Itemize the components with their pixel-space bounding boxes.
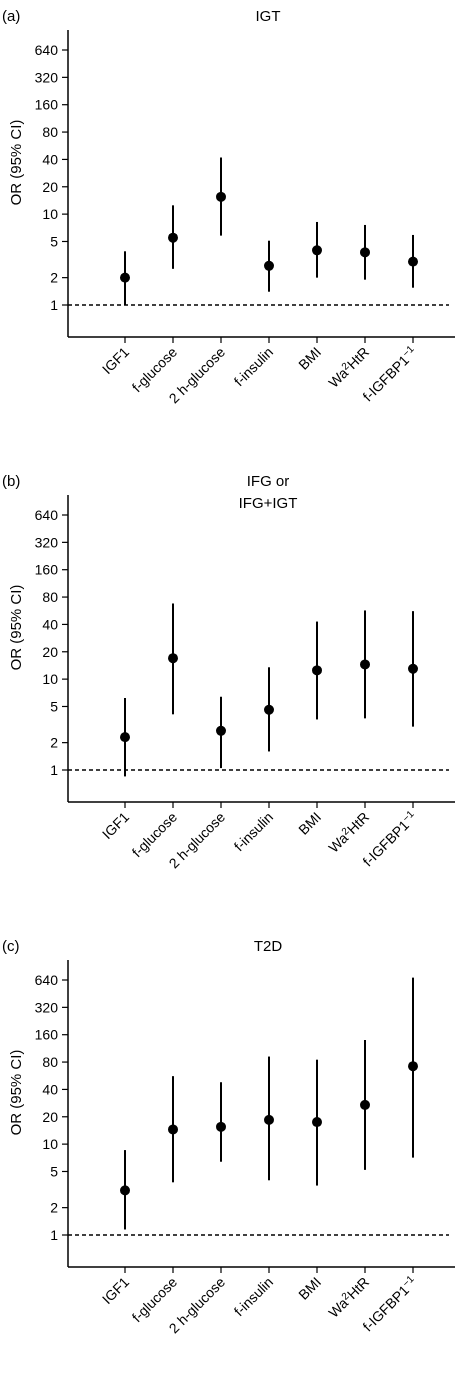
y-tick-label: 640 — [35, 42, 59, 58]
or-point — [216, 1121, 226, 1132]
y-axis-label: OR (95% CI) — [8, 585, 25, 671]
panel-label: (b) — [2, 473, 20, 490]
or-point — [312, 245, 322, 256]
y-tick-label: 20 — [42, 644, 58, 660]
y-tick-label: 640 — [35, 507, 59, 523]
y-tick-label: 1 — [50, 762, 58, 778]
or-point — [168, 232, 178, 243]
x-tick-label: Wa2HtR — [325, 808, 372, 855]
or-point — [120, 1185, 130, 1196]
chart-title: IFG or — [247, 473, 290, 490]
or-point — [360, 247, 370, 258]
y-tick-label: 5 — [50, 233, 58, 249]
y-tick-label: 160 — [35, 562, 59, 578]
or-point — [264, 260, 274, 271]
or-point — [264, 704, 274, 715]
or-point — [408, 663, 418, 674]
y-tick-label: 80 — [42, 124, 58, 140]
x-tick-label: f-insulin — [231, 809, 276, 854]
y-tick-label: 320 — [35, 534, 59, 550]
y-tick-label: 80 — [42, 1054, 58, 1070]
panel-label: (a) — [2, 8, 20, 25]
y-tick-label: 1 — [50, 1227, 58, 1243]
y-tick-label: 320 — [35, 999, 59, 1015]
or-point — [360, 659, 370, 670]
x-tick-label: BMI — [295, 344, 324, 373]
or-point — [312, 1117, 322, 1128]
y-tick-label: 2 — [50, 270, 58, 286]
x-tick-label: Wa2HtR — [325, 1273, 372, 1320]
x-tick-label: IGF1 — [99, 809, 132, 842]
y-tick-label: 640 — [35, 972, 59, 988]
chart-panel-1: (b) IFG or IFG+IGT 1 2 5 10 20 40 80 160 320 640 OR (… — [2, 473, 455, 871]
or-point — [216, 725, 226, 736]
or-point — [360, 1099, 370, 1110]
y-axis-label: OR (95% CI) — [8, 1050, 25, 1136]
x-tick-label: BMI — [295, 809, 324, 838]
chart-title: IGT — [256, 8, 281, 25]
y-tick-label: 5 — [50, 1163, 58, 1179]
y-tick-label: 160 — [35, 1027, 59, 1043]
y-tick-label: 20 — [42, 179, 58, 195]
or-point — [168, 1124, 178, 1135]
x-tick-label: IGF1 — [99, 344, 132, 377]
y-tick-label: 40 — [42, 151, 58, 167]
chart-title: T2D — [254, 938, 283, 955]
y-tick-label: 160 — [35, 97, 59, 113]
y-axis-label: OR (95% CI) — [8, 120, 25, 206]
y-tick-label: 2 — [50, 735, 58, 751]
x-tick-label: BMI — [295, 1274, 324, 1303]
chart-panel-0: (a) IGT 1 2 5 10 20 40 80 160 320 640 OR (95% CI) IGF… — [2, 8, 455, 406]
or-point — [120, 272, 130, 283]
or-point — [408, 256, 418, 267]
y-tick-label: 40 — [42, 616, 58, 632]
or-point — [264, 1114, 274, 1125]
x-tick-label: Wa2HtR — [325, 343, 372, 390]
y-tick-label: 20 — [42, 1109, 58, 1125]
y-tick-label: 10 — [42, 1136, 58, 1152]
y-tick-label: 10 — [42, 206, 58, 222]
or-point — [312, 665, 322, 676]
or-point — [408, 1061, 418, 1072]
y-tick-label: 80 — [42, 589, 58, 605]
y-tick-label: 320 — [35, 69, 59, 85]
or-point — [168, 653, 178, 664]
x-tick-label: f-insulin — [231, 1274, 276, 1319]
or-point — [120, 732, 130, 743]
or-point — [216, 191, 226, 202]
x-tick-label: f-insulin — [231, 344, 276, 389]
y-tick-label: 5 — [50, 698, 58, 714]
chart-panel-2: (c) T2D 1 2 5 10 20 40 80 160 320 640 OR (95% CI) IGF… — [2, 938, 455, 1336]
y-tick-label: 10 — [42, 671, 58, 687]
y-tick-label: 1 — [50, 297, 58, 313]
y-tick-label: 40 — [42, 1081, 58, 1097]
chart-title: IFG+IGT — [239, 495, 298, 512]
panel-label: (c) — [2, 938, 20, 955]
y-tick-label: 2 — [50, 1200, 58, 1216]
x-tick-label: IGF1 — [99, 1274, 132, 1307]
